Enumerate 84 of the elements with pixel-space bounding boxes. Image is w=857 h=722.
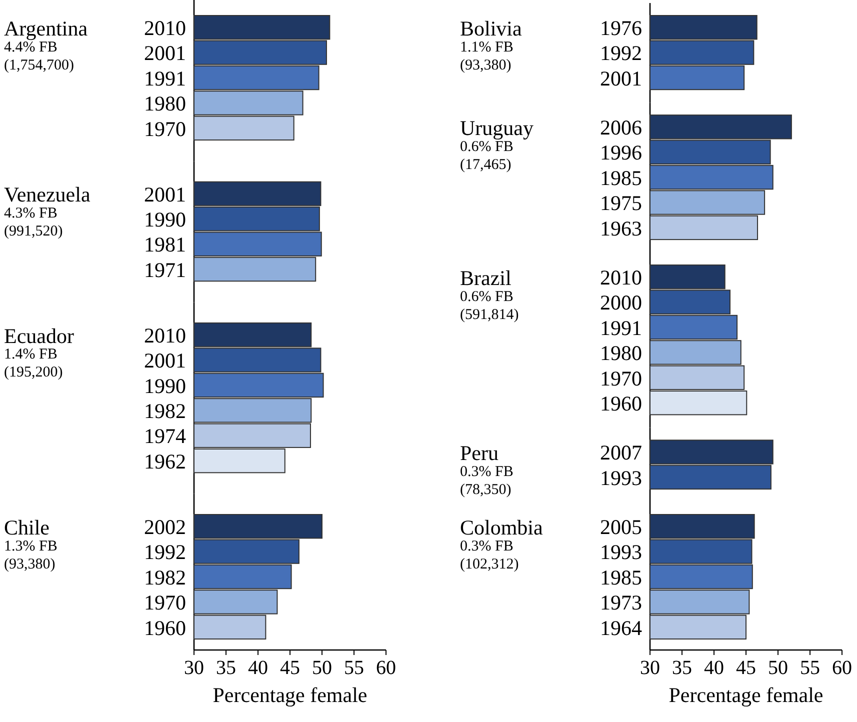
y-tick-label: 1973	[600, 590, 642, 615]
y-tick-label: 2005	[600, 514, 642, 539]
x-tick-label: 30	[184, 657, 204, 679]
y-tick-label: 1982	[144, 399, 186, 424]
y-tick-label: 1976	[600, 16, 642, 40]
x-tick-label: 30	[640, 657, 660, 679]
y-tick-label: 1964	[600, 616, 642, 640]
x-tick-label: 55	[344, 657, 364, 679]
x-tick-label: 60	[832, 657, 852, 679]
y-tick-label: 2010	[144, 323, 186, 348]
y-tick-label: 1970	[144, 590, 186, 615]
text: Argentina	[4, 16, 88, 40]
text: Uruguay	[460, 116, 534, 140]
text: 0.3% FB	[460, 464, 514, 480]
text: (102,312)	[460, 556, 519, 572]
text: 0.6% FB	[460, 138, 514, 155]
text: 0.6% FB	[460, 288, 514, 305]
y-tick-label: 2001	[144, 182, 186, 206]
x-axis-title: Percentage female	[668, 683, 824, 707]
y-tick-label: 1985	[600, 166, 642, 190]
x-tick-label: 50	[768, 657, 788, 679]
x-tick-label: 55	[800, 657, 820, 679]
y-tick-label: 1990	[144, 374, 186, 398]
y-tick-label: 2006	[600, 116, 642, 140]
y-tick-label: 2002	[144, 514, 186, 539]
y-tick-label: 1960	[600, 391, 642, 416]
y-tick-label: 1962	[144, 449, 186, 474]
y-tick-label: 1981	[144, 232, 186, 257]
x-tick-label: 35	[672, 657, 692, 679]
text: 1.4% FB	[4, 346, 58, 363]
y-tick-label: 1992	[144, 540, 186, 564]
text: Venezuela	[4, 182, 91, 207]
y-tick-label: 1985	[600, 565, 642, 590]
y-tick-label: 2010	[144, 16, 186, 40]
y-tick-label: 1992	[600, 41, 642, 66]
y-tick-label: 1960	[144, 616, 186, 640]
x-tick-label: 50	[312, 657, 332, 679]
y-tick-label: 2001	[144, 41, 186, 66]
y-tick-label: 1975	[600, 191, 642, 216]
y-tick-label: 1974	[144, 424, 186, 448]
x-tick-label: 40	[248, 657, 268, 679]
y-tick-label: 1990	[144, 207, 186, 232]
x-tick-label: 45	[736, 657, 756, 679]
y-tick-label: 1963	[600, 216, 642, 240]
x-tick-label: 60	[376, 657, 396, 679]
y-tick-label: 1980	[144, 92, 186, 116]
text: (93,380)	[4, 556, 56, 572]
y-tick-label: 1982	[144, 565, 186, 590]
text: (17,465)	[460, 156, 512, 173]
y-tick-label: 2000	[600, 290, 642, 315]
text: Brazil	[460, 266, 512, 290]
x-tick-label: 35	[216, 657, 236, 679]
y-tick-label: 2010	[600, 265, 642, 290]
text: 1.3% FB	[4, 538, 58, 554]
text: Chile	[4, 515, 50, 540]
text: Bolivia	[460, 16, 523, 40]
text: 0.3% FB	[460, 538, 514, 554]
y-tick-label: 1996	[600, 140, 642, 165]
text: Colombia	[460, 515, 544, 540]
y-tick-label: 1991	[144, 66, 186, 90]
y-tick-label: 2007	[600, 440, 642, 465]
x-axis-title: Percentage female	[212, 683, 368, 707]
text: Ecuador	[4, 324, 74, 348]
text: Peru	[460, 441, 499, 465]
y-tick-label: 1980	[600, 341, 642, 366]
text: (93,380)	[460, 57, 512, 74]
x-tick-label: 40	[704, 657, 724, 679]
y-tick-label: 1993	[600, 466, 642, 490]
text: 4.3% FB	[4, 206, 58, 222]
text: 1.1% FB	[460, 39, 514, 56]
y-tick-label: 1970	[144, 116, 186, 141]
y-tick-label: 2001	[600, 66, 642, 90]
text: 4.4% FB	[4, 39, 58, 56]
y-tick-label: 2001	[144, 348, 186, 373]
y-tick-label: 1991	[600, 316, 642, 340]
text: (591,814)	[460, 306, 519, 323]
y-tick-label: 1993	[600, 540, 642, 564]
y-tick-label: 1970	[600, 366, 642, 390]
text: (195,200)	[4, 364, 63, 381]
text: (991,520)	[4, 224, 63, 240]
text: (78,350)	[460, 482, 512, 498]
x-tick-label: 45	[280, 657, 300, 679]
text: (1,754,700)	[4, 57, 74, 74]
y-tick-label: 1971	[144, 258, 186, 282]
